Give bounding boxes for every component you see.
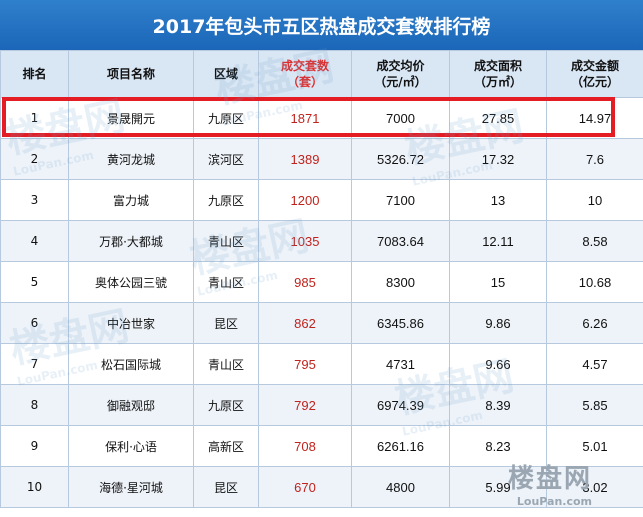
cell-sets: 795: [258, 343, 352, 385]
ranking-table: 排名 项目名称 区域 成交套数 （套） 成交均价 （元/㎡） 成交面积 （万㎡） 成交…: [0, 50, 643, 508]
header-amount-line1: 成交金额: [570, 59, 619, 73]
cell-district: 青山区: [193, 343, 259, 385]
header-amount-line2: （亿元）: [570, 75, 619, 89]
cell-area: 9.86: [449, 302, 547, 344]
cell-area: 8.23: [449, 425, 547, 467]
cell-price: 7083.64: [351, 220, 450, 262]
header-sets-line2: （套）: [286, 75, 323, 89]
header-amount: 成交金额 （亿元）: [546, 50, 643, 98]
header-area-line1: 成交面积: [473, 59, 522, 73]
cell-price: 7000: [351, 97, 450, 139]
cell-district: 青山区: [193, 220, 259, 262]
cell-amount: 7.6: [546, 138, 643, 180]
cell-area: 12.11: [449, 220, 547, 262]
cell-amount: 3.02: [546, 466, 643, 508]
cell-price: 4731: [351, 343, 450, 385]
cell-project: 保利·心语: [68, 425, 194, 467]
cell-amount: 10.68: [546, 261, 643, 303]
cell-sets: 1389: [258, 138, 352, 180]
table-row: 1 景晟開元 九原区 1871 7000 27.85 14.97: [0, 97, 643, 139]
cell-amount: 6.26: [546, 302, 643, 344]
cell-rank: 1: [0, 97, 69, 139]
cell-rank: 3: [0, 179, 69, 221]
header-price-line2: （元/㎡）: [374, 75, 427, 89]
cell-district: 高新区: [193, 425, 259, 467]
header-area: 成交面积 （万㎡）: [449, 50, 547, 98]
cell-project: 海德·星河城: [68, 466, 194, 508]
cell-price: 7100: [351, 179, 450, 221]
table-row: 9 保利·心语 高新区 708 6261.16 8.23 5.01: [0, 425, 643, 467]
cell-price: 6974.39: [351, 384, 450, 426]
cell-price: 8300: [351, 261, 450, 303]
cell-sets: 708: [258, 425, 352, 467]
header-district: 区域: [193, 50, 259, 98]
cell-sets: 670: [258, 466, 352, 508]
cell-area: 9.66: [449, 343, 547, 385]
cell-project: 景晟開元: [68, 97, 194, 139]
cell-rank: 6: [0, 302, 69, 344]
cell-price: 6261.16: [351, 425, 450, 467]
cell-sets: 1035: [258, 220, 352, 262]
cell-area: 5.99: [449, 466, 547, 508]
table-row: 4 万郡·大都城 青山区 1035 7083.64 12.11 8.58: [0, 220, 643, 262]
cell-rank: 5: [0, 261, 69, 303]
table-row: 10 海德·星河城 昆区 670 4800 5.99 3.02: [0, 466, 643, 508]
cell-amount: 10: [546, 179, 643, 221]
cell-rank: 2: [0, 138, 69, 180]
cell-district: 青山区: [193, 261, 259, 303]
cell-price: 6345.86: [351, 302, 450, 344]
cell-district: 九原区: [193, 179, 259, 221]
cell-district: 滨河区: [193, 138, 259, 180]
header-sets: 成交套数 （套）: [258, 50, 352, 98]
cell-area: 15: [449, 261, 547, 303]
cell-rank: 7: [0, 343, 69, 385]
table-row: 6 中冶世家 昆区 862 6345.86 9.86 6.26: [0, 302, 643, 344]
table-row: 7 松石国际城 青山区 795 4731 9.66 4.57: [0, 343, 643, 385]
cell-project: 松石国际城: [68, 343, 194, 385]
cell-area: 8.39: [449, 384, 547, 426]
cell-sets: 792: [258, 384, 352, 426]
cell-area: 27.85: [449, 97, 547, 139]
cell-sets: 1200: [258, 179, 352, 221]
header-price-line1: 成交均价: [376, 59, 425, 73]
cell-district: 九原区: [193, 97, 259, 139]
cell-rank: 9: [0, 425, 69, 467]
cell-amount: 5.85: [546, 384, 643, 426]
cell-project: 御融观邸: [68, 384, 194, 426]
cell-amount: 14.97: [546, 97, 643, 139]
cell-amount: 8.58: [546, 220, 643, 262]
cell-project: 富力城: [68, 179, 194, 221]
page-title: 2017年包头市五区热盘成交套数排行榜: [0, 0, 643, 50]
cell-project: 奥体公园三號: [68, 261, 194, 303]
cell-rank: 4: [0, 220, 69, 262]
header-rank: 排名: [0, 50, 69, 98]
cell-sets: 985: [258, 261, 352, 303]
cell-project: 万郡·大都城: [68, 220, 194, 262]
cell-area: 17.32: [449, 138, 547, 180]
cell-district: 九原区: [193, 384, 259, 426]
header-area-line2: （万㎡）: [473, 75, 522, 89]
cell-amount: 4.57: [546, 343, 643, 385]
cell-sets: 1871: [258, 97, 352, 139]
table-header-row: 排名 项目名称 区域 成交套数 （套） 成交均价 （元/㎡） 成交面积 （万㎡） 成交…: [0, 50, 643, 98]
cell-price: 4800: [351, 466, 450, 508]
cell-project: 黄河龙城: [68, 138, 194, 180]
cell-area: 13: [449, 179, 547, 221]
header-sets-line1: 成交套数: [280, 59, 329, 73]
cell-rank: 8: [0, 384, 69, 426]
cell-rank: 10: [0, 466, 69, 508]
cell-amount: 5.01: [546, 425, 643, 467]
table-row: 8 御融观邸 九原区 792 6974.39 8.39 5.85: [0, 384, 643, 426]
table-row: 3 富力城 九原区 1200 7100 13 10: [0, 179, 643, 221]
cell-sets: 862: [258, 302, 352, 344]
cell-district: 昆区: [193, 302, 259, 344]
cell-project: 中冶世家: [68, 302, 194, 344]
header-price: 成交均价 （元/㎡）: [351, 50, 450, 98]
cell-district: 昆区: [193, 466, 259, 508]
table-row: 2 黄河龙城 滨河区 1389 5326.72 17.32 7.6: [0, 138, 643, 180]
table-row: 5 奥体公园三號 青山区 985 8300 15 10.68: [0, 261, 643, 303]
header-project: 项目名称: [68, 50, 194, 98]
cell-price: 5326.72: [351, 138, 450, 180]
